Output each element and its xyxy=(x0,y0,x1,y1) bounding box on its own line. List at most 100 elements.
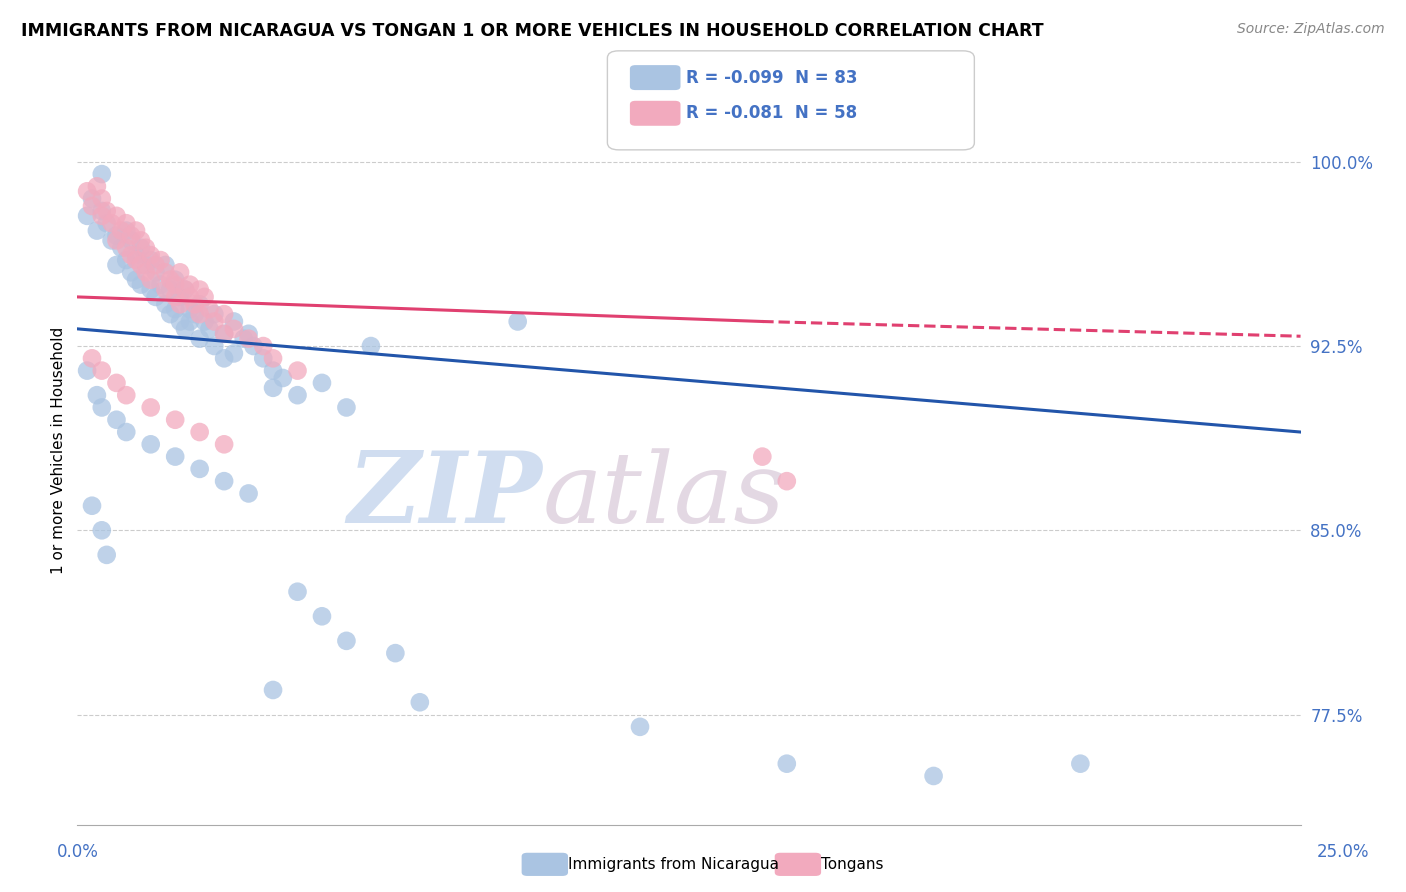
Point xyxy=(86,224,108,238)
Point xyxy=(90,401,112,415)
Text: R = -0.081  N = 58: R = -0.081 N = 58 xyxy=(686,104,858,122)
Point xyxy=(105,209,128,223)
Point xyxy=(184,297,207,311)
Point xyxy=(252,339,274,353)
Point xyxy=(139,401,162,415)
Point xyxy=(188,297,211,311)
Point xyxy=(287,363,309,377)
Point xyxy=(90,192,112,206)
Point xyxy=(193,314,215,328)
Point xyxy=(287,584,309,599)
Point xyxy=(120,228,142,243)
Text: IMMIGRANTS FROM NICARAGUA VS TONGAN 1 OR MORE VEHICLES IN HOUSEHOLD CORRELATION : IMMIGRANTS FROM NICARAGUA VS TONGAN 1 OR… xyxy=(21,22,1043,40)
Point xyxy=(311,376,333,390)
Point xyxy=(506,314,529,328)
Point xyxy=(139,283,162,297)
Point xyxy=(125,248,148,262)
Point xyxy=(115,253,138,268)
Point xyxy=(222,322,245,336)
Point xyxy=(100,216,122,230)
Point xyxy=(115,388,138,402)
Point xyxy=(80,192,103,206)
Y-axis label: 1 or more Vehicles in Household: 1 or more Vehicles in Household xyxy=(51,326,66,574)
Point xyxy=(198,322,221,336)
Point xyxy=(155,258,177,272)
Text: Source: ZipAtlas.com: Source: ZipAtlas.com xyxy=(1237,22,1385,37)
Point xyxy=(159,283,181,297)
Point xyxy=(129,258,152,272)
Point xyxy=(188,307,211,321)
Point xyxy=(125,253,148,268)
Point xyxy=(212,326,235,341)
Point xyxy=(202,314,225,328)
Point xyxy=(125,224,148,238)
Point xyxy=(409,695,432,709)
Point xyxy=(238,326,260,341)
Point xyxy=(335,633,357,648)
Point xyxy=(922,769,945,783)
Point xyxy=(776,474,799,488)
Point xyxy=(165,277,187,292)
Point xyxy=(159,307,181,321)
Text: 0.0%: 0.0% xyxy=(56,843,98,861)
Text: ZIP: ZIP xyxy=(347,447,543,543)
Point xyxy=(165,302,187,317)
Point xyxy=(96,216,118,230)
Point xyxy=(174,283,197,297)
Point xyxy=(139,273,162,287)
Point xyxy=(335,401,357,415)
Point xyxy=(115,216,138,230)
Text: atlas: atlas xyxy=(543,448,785,543)
Point xyxy=(125,273,148,287)
Point xyxy=(76,184,98,198)
Point xyxy=(169,297,191,311)
Point xyxy=(262,683,284,698)
Point xyxy=(212,351,235,366)
Point xyxy=(169,314,191,328)
Point xyxy=(129,234,152,248)
Point xyxy=(115,241,138,255)
Point xyxy=(155,297,177,311)
Point xyxy=(90,167,112,181)
Point xyxy=(212,307,235,321)
Point xyxy=(135,241,157,255)
Point xyxy=(135,258,157,272)
Point xyxy=(174,322,197,336)
Point xyxy=(149,277,172,292)
Point xyxy=(145,258,167,272)
Point xyxy=(96,203,118,218)
Point xyxy=(262,351,284,366)
Point xyxy=(135,265,157,279)
Point xyxy=(155,265,177,279)
Point xyxy=(80,199,103,213)
Point xyxy=(90,203,112,218)
Point xyxy=(628,720,651,734)
Point xyxy=(115,425,138,439)
Point xyxy=(179,302,201,317)
Point xyxy=(80,499,103,513)
Point xyxy=(145,265,167,279)
Point xyxy=(159,273,181,287)
Point xyxy=(252,351,274,366)
Point xyxy=(165,413,187,427)
Point xyxy=(287,388,309,402)
Point xyxy=(776,756,799,771)
Point xyxy=(751,450,773,464)
Point xyxy=(110,241,132,255)
Point xyxy=(198,302,221,317)
Point xyxy=(222,314,245,328)
Point xyxy=(174,283,197,297)
Point xyxy=(120,265,142,279)
Point xyxy=(115,224,138,238)
Text: R = -0.099  N = 83: R = -0.099 N = 83 xyxy=(686,69,858,87)
Point xyxy=(1069,756,1091,771)
Point xyxy=(90,524,112,538)
Point xyxy=(120,248,142,262)
Point xyxy=(165,273,187,287)
Point xyxy=(120,234,142,248)
Point xyxy=(90,209,112,223)
Point xyxy=(90,363,112,377)
Point xyxy=(212,474,235,488)
Point xyxy=(139,248,162,262)
Point xyxy=(188,283,211,297)
